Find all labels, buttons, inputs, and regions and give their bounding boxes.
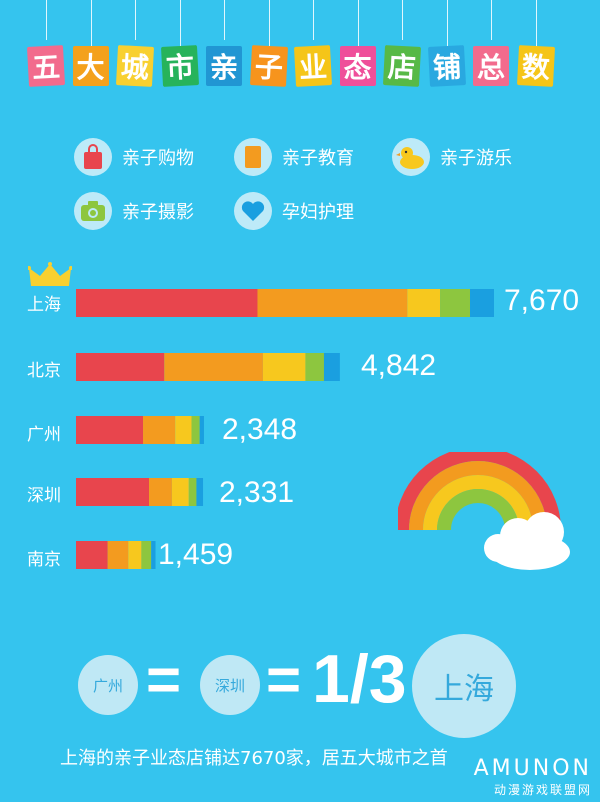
bunting-string: [46, 0, 47, 40]
legend-label-education: 亲子教育: [282, 148, 354, 169]
bar-segment: [199, 416, 204, 444]
legend-label-shopping: 亲子购物: [122, 148, 194, 169]
heart-icon: [234, 192, 272, 230]
camera-icon: [74, 192, 112, 230]
watermark-logo: AMUNON: [473, 756, 592, 781]
bar-segment: [262, 353, 306, 381]
rubber-duck-icon: [392, 138, 430, 176]
watermark: AMUNON 动漫游戏联盟网: [474, 756, 592, 798]
watermark-site: 动漫游戏联盟网: [493, 783, 592, 797]
title-char-tile: 大: [72, 46, 109, 86]
ratio-value: 1/3: [312, 641, 407, 717]
bar-segment: [107, 541, 129, 569]
bar-segment: [76, 416, 144, 444]
legend-label-maternity: 孕妇护理: [282, 202, 354, 223]
legend-item-amusement: 亲子游乐: [392, 138, 512, 176]
footer-summary: 上海的亲子业态店铺达7670家，居五大城市之首: [60, 748, 448, 769]
bubble-guangzhou: 广州: [78, 655, 138, 715]
bar-segment: [76, 478, 150, 506]
city-label-shanghai: 上海: [27, 295, 61, 315]
bar-segment: [128, 541, 142, 569]
legend-item-shopping: 亲子购物: [74, 138, 194, 176]
value-label-nanjing: 1,459: [158, 538, 234, 571]
value-label-shanghai: 7,670: [504, 284, 580, 317]
bar-segment: [151, 541, 156, 569]
bar-segment: [323, 353, 340, 381]
title-char-tile: 总: [473, 46, 509, 86]
value-label-shenzhen: 2,331: [219, 476, 295, 509]
city-label-beijing: 北京: [27, 361, 61, 381]
bar-segment: [143, 416, 176, 444]
bar-segment: [175, 416, 192, 444]
bar-segment: [188, 478, 197, 506]
shopping-bag-icon: [74, 138, 112, 176]
bar-segment: [257, 289, 408, 317]
legend-label-photography: 亲子摄影: [122, 202, 194, 223]
bar-segment: [470, 289, 494, 317]
equals-sign-2: =: [266, 646, 302, 713]
legend-item-education: 亲子教育: [234, 138, 354, 176]
bar-segment: [141, 541, 152, 569]
bubble-shanghai: 上海: [412, 634, 516, 738]
bunting-string: [313, 0, 314, 40]
bunting-string: [268, 0, 270, 50]
bar-segment: [305, 353, 324, 381]
bunting-string: [402, 0, 403, 40]
title-char-tile: 态: [339, 46, 376, 86]
bubble-shenzhen: 深圳: [200, 655, 260, 715]
city-label-nanjing: 南京: [27, 550, 61, 570]
bunting-string: [90, 0, 92, 50]
bar-segment: [76, 353, 165, 381]
bunting-string: [446, 0, 448, 50]
value-label-beijing: 4,842: [361, 349, 437, 382]
title-bunting: 五大城市亲子业态店铺总数: [26, 0, 588, 98]
bar-segment: [191, 416, 200, 444]
bar-segment: [164, 353, 263, 381]
crown-icon: [28, 262, 72, 286]
bunting-string: [179, 0, 181, 50]
bar-segment: [76, 541, 108, 569]
bar-segment: [407, 289, 441, 317]
bunting-string: [135, 0, 136, 40]
value-label-guangzhou: 2,348: [222, 413, 298, 446]
bunting-string: [357, 0, 359, 50]
bar-segment: [196, 478, 204, 506]
book-icon: [234, 138, 272, 176]
legend-item-photography: 亲子摄影: [74, 192, 194, 230]
bunting-string: [491, 0, 492, 40]
equals-sign-1: =: [146, 646, 182, 713]
bunting-string: [224, 0, 225, 40]
title-char-tile: 亲: [206, 46, 242, 86]
legend-label-amusement: 亲子游乐: [440, 148, 512, 169]
bar-segment: [76, 289, 258, 317]
city-label-shenzhen: 深圳: [27, 486, 61, 506]
legend-item-maternity: 孕妇护理: [234, 192, 354, 230]
bar-segment: [171, 478, 189, 506]
bar-segment: [440, 289, 471, 317]
bunting-string: [535, 0, 537, 50]
city-label-guangzhou: 广州: [27, 425, 61, 445]
bar-segment: [149, 478, 172, 506]
rainbow-illustration: [398, 452, 570, 570]
